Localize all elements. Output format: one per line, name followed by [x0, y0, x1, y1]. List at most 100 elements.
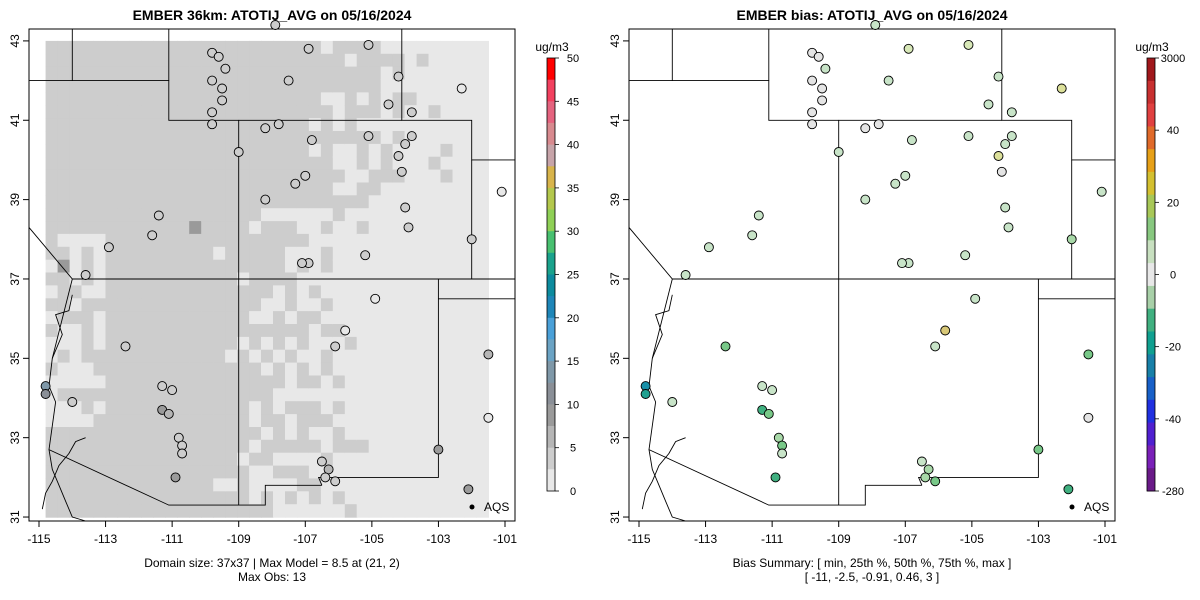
- grid-cell: [476, 40, 489, 55]
- grid-cell: [153, 53, 166, 68]
- grid-cell: [177, 414, 190, 428]
- grid-cell: [249, 53, 262, 68]
- grid-cell: [261, 208, 274, 222]
- grid-cell: [261, 311, 274, 325]
- grid-cell: [105, 298, 119, 312]
- grid-cell: [45, 478, 59, 492]
- grid-cell: [165, 298, 178, 312]
- observation-point: [303, 43, 314, 54]
- grid-cell: [428, 336, 442, 351]
- grid-cell: [69, 40, 83, 55]
- grid-cell: [464, 143, 477, 158]
- grid-cell: [452, 324, 466, 338]
- grid-cell: [356, 324, 370, 338]
- grid-cell: [440, 53, 454, 68]
- grid-cell: [452, 401, 466, 415]
- grid-cell: [249, 208, 262, 222]
- grid-cell: [404, 40, 418, 55]
- grid-cell: [416, 362, 430, 377]
- grid-cell: [225, 349, 238, 364]
- grid-cell: [141, 298, 154, 312]
- observation-point: [940, 325, 951, 336]
- grid-cell: [368, 182, 382, 196]
- grid-cell: [213, 336, 226, 351]
- grid-cell: [81, 414, 95, 428]
- grid-cell: [428, 105, 442, 119]
- colorbar-segment: [1147, 399, 1155, 424]
- colorbar-segment: [547, 122, 555, 145]
- grid-cell: [57, 208, 71, 222]
- grid-cell: [273, 156, 286, 171]
- grid-cell: [189, 53, 202, 68]
- grid-cell: [392, 40, 406, 55]
- grid-cell: [249, 92, 262, 106]
- grid-cell: [93, 478, 107, 492]
- grid-cell: [308, 208, 322, 222]
- grid-cell: [141, 169, 154, 184]
- grid-cell: [404, 362, 418, 377]
- observation-point: [996, 166, 1007, 177]
- grid-cell: [428, 298, 442, 312]
- grid-cell: [344, 349, 358, 364]
- grid-cell: [308, 118, 322, 132]
- observation-point: [777, 448, 788, 459]
- grid-cell: [452, 143, 466, 158]
- colorbar-units: ug/m3: [535, 40, 569, 54]
- grid-cell: [57, 324, 71, 338]
- grid-cell: [93, 92, 107, 106]
- grid-cell: [296, 401, 310, 415]
- grid-cell: [416, 336, 430, 351]
- observation-point: [316, 456, 327, 467]
- grid-cell: [392, 105, 406, 119]
- grid-cell: [285, 336, 298, 351]
- grid-cell: [428, 221, 442, 235]
- grid-cell: [356, 375, 370, 389]
- grid-cell: [404, 169, 418, 184]
- grid-cell: [476, 92, 489, 106]
- grid-cell: [45, 233, 59, 248]
- grid-cell: [344, 118, 358, 132]
- grid-cell: [45, 105, 59, 119]
- grid-cell: [344, 491, 358, 505]
- grid-cell: [368, 401, 382, 415]
- grid-cell: [440, 169, 454, 184]
- grid-cell: [105, 465, 119, 480]
- grid-cell: [344, 465, 358, 480]
- grid-cell: [344, 246, 358, 261]
- grid-cell: [129, 285, 142, 299]
- grid-cell: [105, 452, 119, 467]
- observation-point: [177, 448, 188, 459]
- grid-cell: [392, 491, 406, 505]
- grid-cell: [392, 311, 406, 325]
- grid-cell: [249, 427, 262, 441]
- grid-cell: [476, 324, 489, 338]
- grid-cell: [344, 427, 358, 441]
- grid-cell: [392, 53, 406, 68]
- grid-cell: [296, 414, 310, 428]
- grid-cell: [81, 118, 95, 132]
- grid-cell: [57, 465, 71, 480]
- grid-cell: [320, 285, 334, 299]
- grid-cell: [225, 208, 238, 222]
- grid-cell: [273, 362, 286, 377]
- observation-point: [930, 341, 941, 352]
- grid-cell: [69, 118, 83, 132]
- grid-cell: [356, 285, 370, 299]
- grid-cell: [129, 131, 142, 145]
- grid-cell: [261, 439, 274, 454]
- grid-cell: [356, 259, 370, 274]
- grid-cell: [368, 491, 382, 505]
- observation-point: [217, 83, 228, 94]
- grid-cell: [45, 362, 59, 377]
- grid-cell: [213, 414, 226, 428]
- colorbar-tick-label: 0: [1170, 270, 1176, 282]
- grid-cell: [440, 66, 454, 81]
- grid-cell: [261, 105, 274, 119]
- grid-cell: [380, 79, 394, 93]
- grid-cell: [57, 478, 71, 492]
- colorbar-segment: [1147, 422, 1155, 446]
- grid-cell: [356, 169, 370, 184]
- grid-cell: [237, 131, 250, 145]
- observation-point: [1066, 234, 1077, 245]
- state-boundary: [917, 279, 1039, 486]
